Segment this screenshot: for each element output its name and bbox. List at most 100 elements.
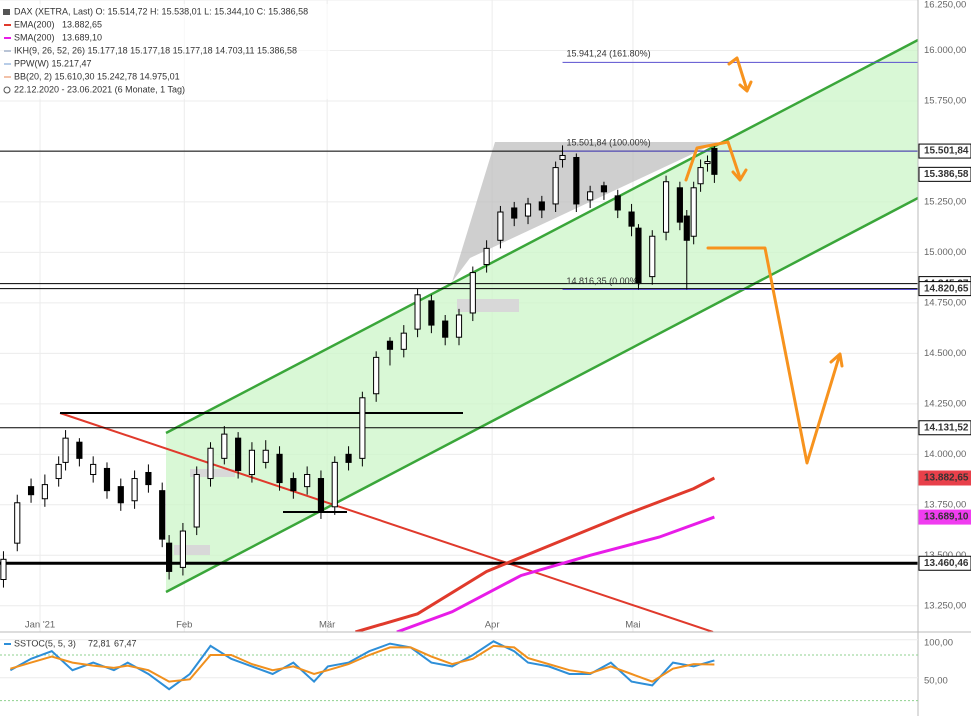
x-tick-label: Jan '21 xyxy=(25,620,55,631)
candle-body xyxy=(649,235,656,278)
arrow xyxy=(706,246,841,465)
y-tick-label: 14.250,00 xyxy=(924,398,966,409)
y-tick-label: 100,00 xyxy=(924,637,953,648)
candle-body xyxy=(697,167,704,185)
candle-body xyxy=(14,502,21,544)
stoch-title: SSTOC(5, 5, 3) xyxy=(14,638,76,648)
candle-body xyxy=(552,167,559,205)
overlays: 15.941,24 (161.80%) 15.501,84 (100.00%) 14… xyxy=(0,49,918,632)
candle-body xyxy=(455,314,463,338)
candle-body xyxy=(538,201,545,211)
fib-label: 14.816,35 (0.00%) xyxy=(567,276,641,286)
candle-body xyxy=(414,294,421,330)
candle-body xyxy=(573,156,580,205)
candle-body xyxy=(159,490,166,540)
shaded-area xyxy=(452,142,718,282)
y-tick-label: 13.750,00 xyxy=(924,499,966,510)
candle-body xyxy=(103,467,111,492)
x-tick-label: Feb xyxy=(176,620,192,631)
candle-body xyxy=(55,463,62,480)
candle-body xyxy=(635,227,642,284)
drawings xyxy=(59,38,918,632)
indicator-line xyxy=(396,515,715,632)
channel-fill xyxy=(166,40,918,592)
price-tag xyxy=(918,555,971,571)
y-tick-label: 50,00 xyxy=(924,675,948,686)
candle-body xyxy=(145,471,152,486)
fib-label: 15.941,24 (161.80%) xyxy=(567,49,651,59)
arrow xyxy=(727,56,749,92)
y-tick-label: 15.250,00 xyxy=(924,196,966,207)
candle-body xyxy=(628,211,635,227)
candle-body xyxy=(386,340,394,350)
candle-body xyxy=(373,356,380,395)
legend-bg xyxy=(0,4,330,99)
candle-body xyxy=(497,211,504,241)
indicator-line xyxy=(355,476,716,632)
y-tick-label: 15.000,00 xyxy=(924,247,966,258)
price-tag-label: 13.882,65 xyxy=(924,473,969,484)
candle-body xyxy=(483,247,490,266)
header: DAX (XETRA, Last) O: 15.514,72 H: 15.538… xyxy=(14,6,308,16)
price-tag xyxy=(918,281,971,297)
legend: DAX (XETRA, Last) O: 15.514,72 H: 15.538… xyxy=(0,4,330,99)
price-tag-label: 15.501,84 xyxy=(924,146,969,157)
y-tick-label: 13.250,00 xyxy=(924,600,966,611)
candle-body xyxy=(262,449,269,463)
arrow-head xyxy=(731,168,748,182)
legend-value: 13.689,10 xyxy=(62,32,102,42)
candle-body xyxy=(207,447,214,480)
y-tick-label: 14.000,00 xyxy=(924,449,966,460)
y-tick-label: 15.750,00 xyxy=(924,95,966,106)
candle-body xyxy=(248,449,256,476)
price-tag xyxy=(918,470,971,486)
arrow-head xyxy=(738,80,753,93)
price-tag xyxy=(918,509,971,525)
oscillator-line xyxy=(9,640,715,691)
projection-arrows xyxy=(684,56,844,465)
y-tick-label: 16.250,00 xyxy=(924,0,966,11)
candle-body xyxy=(359,397,366,459)
price-tag xyxy=(918,420,971,436)
legend-value: 67,47 xyxy=(114,638,137,648)
candle-body xyxy=(166,542,173,572)
candle-body xyxy=(27,486,35,496)
box xyxy=(174,545,210,555)
legend-label: PPW(W) 15.217,47 xyxy=(14,58,92,68)
candle-body xyxy=(400,332,407,350)
oscillator-line xyxy=(10,644,715,683)
candle-body xyxy=(442,320,449,338)
y-tick-label: 14.500,00 xyxy=(924,348,966,359)
range-text: 22.12.2020 - 23.06.2021 (6 Monate, 1 Tag… xyxy=(14,84,185,94)
price-tag xyxy=(918,166,971,182)
candle-body xyxy=(304,474,311,488)
y-tick-label: 14.750,00 xyxy=(924,297,966,308)
candle-body xyxy=(0,558,7,581)
x-tick-label: Apr xyxy=(485,620,500,631)
chart-icon xyxy=(3,9,10,15)
candle-body xyxy=(193,474,200,528)
candle-body xyxy=(179,530,186,568)
candle-body xyxy=(345,453,352,463)
candle-body xyxy=(600,185,608,193)
legend-label: SMA(200) xyxy=(14,32,55,42)
candle-body xyxy=(331,461,338,508)
candle-body xyxy=(559,154,566,161)
legend-label: BB(20, 2) 15.610,30 15.242,78 14.975,01 xyxy=(14,71,180,81)
candle-body xyxy=(524,203,532,217)
x-tick-label: Mai xyxy=(625,620,640,631)
candle-body xyxy=(235,437,242,471)
legend-label: IKH(9, 26, 52, 26) 15.177,18 15.177,18 1… xyxy=(14,45,297,55)
candle-body xyxy=(428,300,435,326)
candle-body xyxy=(690,187,697,237)
candle-body xyxy=(683,215,690,241)
candle-body xyxy=(676,187,683,223)
arrow xyxy=(684,140,742,182)
clock-icon xyxy=(3,86,11,94)
price-tag-label: 13.689,10 xyxy=(924,512,969,523)
candle-body xyxy=(711,147,718,175)
candle-body xyxy=(290,478,297,492)
candles xyxy=(0,143,718,588)
price-tag-label: 13.460,46 xyxy=(924,558,969,569)
legend-value: 13.882,65 xyxy=(62,19,102,29)
